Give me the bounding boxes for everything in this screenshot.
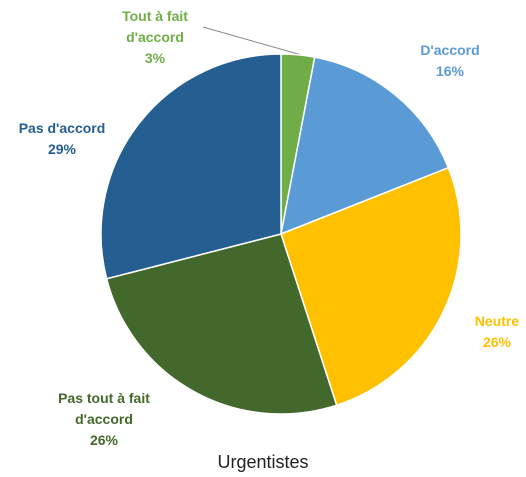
slice-label: Neutre 26% — [457, 311, 526, 353]
pie-slice — [100, 53, 282, 280]
category-label: Neutre — [474, 313, 520, 329]
slice-label: D'accord 16% — [405, 40, 495, 82]
leader-line — [202, 26, 306, 57]
slice-label: Tout à fait d'accord 3% — [105, 6, 205, 69]
value-label: 26% — [482, 334, 512, 350]
value-label: 3% — [144, 50, 166, 66]
slice-label: Pas tout à fait d'accord 26% — [44, 388, 164, 451]
value-label: 26% — [89, 432, 119, 448]
value-label: 29% — [47, 141, 77, 157]
pie-slice — [105, 233, 338, 415]
slice-label: Pas d'accord 29% — [7, 118, 117, 160]
category-label: Pas tout à fait d'accord — [58, 390, 150, 427]
pie-slice — [280, 166, 462, 407]
value-label: 16% — [435, 63, 465, 79]
chart-title: Urgentistes — [217, 452, 309, 472]
category-label: Tout à fait d'accord — [122, 8, 188, 45]
category-label: D'accord — [420, 42, 480, 58]
category-label: Pas d'accord — [18, 120, 106, 136]
pie-slice — [280, 56, 450, 236]
